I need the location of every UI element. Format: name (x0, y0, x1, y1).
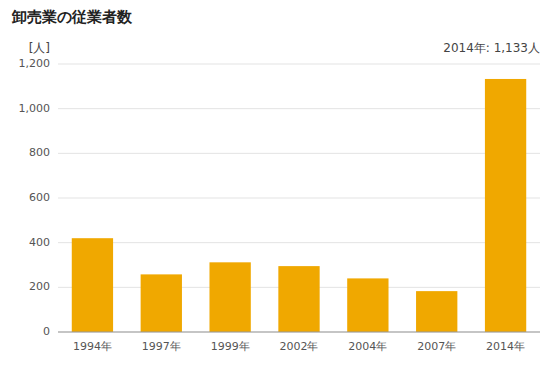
bar (485, 79, 526, 332)
x-axis-line (58, 332, 540, 333)
grid-line (58, 153, 540, 154)
y-tick-label: 600 (29, 191, 50, 204)
bar (72, 238, 113, 332)
bar (209, 262, 250, 332)
y-tick-label: 1,000 (19, 102, 51, 115)
y-grid (58, 64, 540, 332)
bars (72, 79, 526, 332)
y-tick-label: 1,200 (19, 57, 51, 70)
x-tick-label: 2004年 (348, 340, 387, 353)
bar (141, 274, 182, 332)
x-axis: 1994年 1997年 1999年 2002年 2004年 2007年 2014年 (58, 332, 540, 353)
grid-line (58, 242, 540, 243)
grid-line (58, 64, 540, 65)
x-tick-label: 1997年 (142, 340, 181, 353)
annotation: 2014年: 1,133人 (443, 41, 540, 55)
chart-svg: 0 200 400 600 800 1,000 1,200 1994年 1997年 1999年 20… (0, 0, 560, 366)
y-axis-label: [人] (29, 41, 50, 55)
y-tick-label: 0 (43, 325, 50, 338)
title: 卸売業の従業者数 (11, 8, 133, 26)
bar (278, 266, 319, 332)
y-tick-label: 400 (29, 236, 50, 249)
grid-line (58, 108, 540, 109)
x-tick-label: 2014年 (486, 340, 525, 353)
x-tick-label: 2002年 (280, 340, 319, 353)
bar (416, 291, 457, 332)
x-tick-label: 1999年 (211, 340, 250, 353)
grid-line (58, 332, 540, 333)
x-tick-label: 1994年 (73, 340, 112, 353)
y-tick-label: 800 (29, 146, 50, 159)
y-tick-label: 200 (29, 280, 50, 293)
bar (347, 278, 388, 332)
y-tick-labels: 0 200 400 600 800 1,000 1,200 (19, 57, 51, 338)
grid-line (58, 198, 540, 199)
x-tick-label: 2007年 (417, 340, 456, 353)
chart-container: 0 200 400 600 800 1,000 1,200 1994年 1997年 1999年 20… (0, 0, 560, 366)
